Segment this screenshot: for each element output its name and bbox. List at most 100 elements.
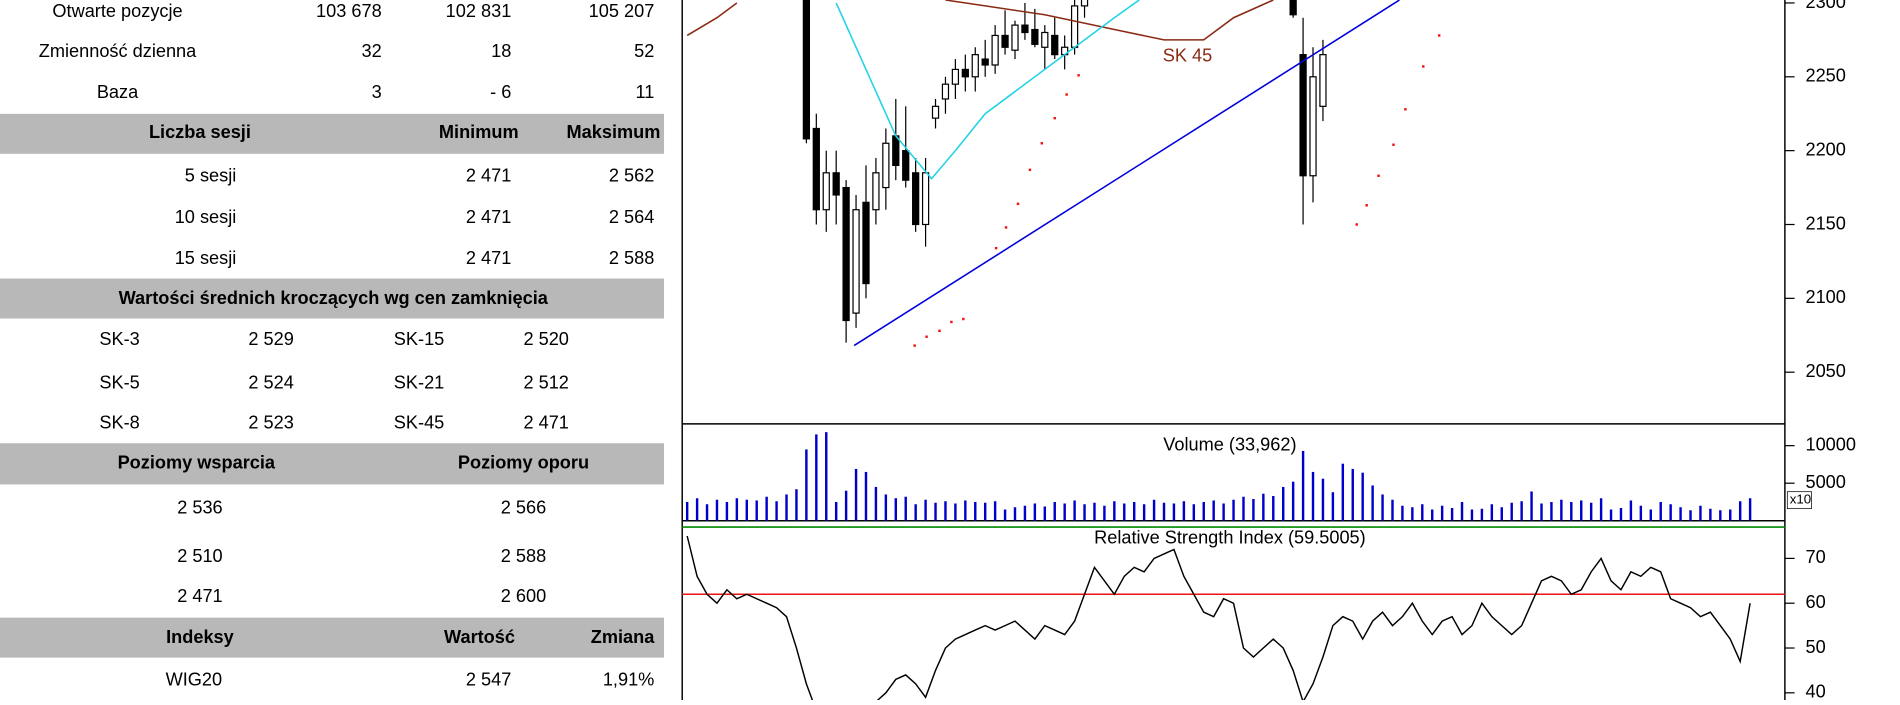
header: Minimum [439,122,519,142]
sar-dot [1355,223,1358,226]
volume-bar [894,498,898,521]
cell: 2 471 [523,413,568,433]
volume-bar [874,486,878,521]
cell: 2 471 [466,248,511,268]
volume-bar [1242,496,1245,521]
volume-bar [1222,503,1225,521]
cell: 103 678 [316,1,382,21]
multiplier-box [1786,491,1812,510]
volume-bar [1391,499,1394,521]
candle-body [872,172,880,211]
volume-bar [1341,463,1345,521]
y-tick-label: 2200 [1805,139,1845,159]
volume-bar [1639,505,1643,521]
cell: 2 510 [177,546,222,566]
volume-bar [735,498,739,521]
volume-bar [844,490,848,521]
volume-bar [1182,501,1186,521]
volume-bar [1351,468,1354,521]
candle-body [1031,28,1039,45]
volume-bar [775,501,778,521]
candle-body [931,105,940,119]
volume-bar [1530,491,1533,521]
header: Zmiana [591,627,655,647]
volume-bar [765,496,768,521]
cell: 32 [361,41,381,61]
cell: 2 512 [523,373,568,393]
sar-dot [950,320,953,324]
candle-body [1319,54,1327,107]
cell: 2 588 [609,248,654,268]
cell: SK-3 [99,329,139,349]
volume-bar [1738,501,1742,521]
volume-bar [1500,507,1503,521]
volume-bar [1053,501,1056,521]
volume-bar [1113,501,1116,521]
panel-title: Volume (33,962) [1163,434,1296,454]
volume-bar [1123,503,1126,521]
volume-bar [1649,509,1652,521]
candle-body [1021,24,1029,34]
cell: 52 [634,41,654,61]
volume-bar [1609,509,1613,521]
candle-body [862,201,870,285]
volume-bar [1311,471,1315,521]
row-label: Zmienność dzienna [39,41,197,61]
cell: 2 588 [501,546,546,566]
volume-bar [1619,507,1623,521]
volume-bar [1152,499,1156,521]
volume-bar [1689,510,1692,521]
volume-bar [1262,493,1265,521]
candle-body [1309,76,1317,177]
volume-bar [1282,486,1285,521]
cell: 2 524 [248,373,293,393]
candle-body [912,172,920,226]
volume-bar [1371,485,1374,521]
volume-bar [1063,503,1066,521]
candle-body [1041,31,1049,48]
volume-bar [1043,506,1047,521]
volume-bar [1083,504,1086,521]
y-tick-label: 60 [1805,592,1825,612]
volume-bar [1709,508,1712,521]
y-tick-label: 2050 [1805,361,1845,381]
volume-bar [1450,507,1454,521]
volume-bar [1321,478,1325,521]
volume-bar [745,499,748,521]
volume-bar [1202,501,1205,521]
header: Poziomy wsparcia [118,453,276,473]
sar-dot [1016,202,1020,206]
cell: 2 600 [501,586,546,606]
cell: 15 sesji [175,248,237,268]
candle-body [1289,0,1297,16]
volume-bar [934,502,937,521]
volume-bar [1589,502,1593,521]
volume-bar [785,494,788,521]
cell: 2 564 [609,207,654,227]
volume-bar [1421,504,1424,521]
volume-bar [725,501,729,521]
volume-bar [1272,495,1275,521]
band [0,278,665,319]
volume-bar [1142,504,1146,521]
volume-bar [795,489,798,521]
candle-body [842,186,850,322]
volume-bar [983,502,987,521]
row-label: Otwarte pozycje [52,1,182,21]
cell: SK-8 [99,413,139,433]
volume-bar [1460,501,1464,521]
candle-body [1051,34,1059,56]
candle-body [902,150,910,181]
volume-bar [1510,502,1513,521]
y-tick-label: 2250 [1805,66,1845,86]
cell: WIG20 [166,669,223,689]
volume-bar [1003,509,1007,521]
panel-title: Relative Strength Index (59.5005) [1094,528,1366,548]
volume-bar [1520,501,1523,521]
volume-bar [1291,481,1295,521]
volume-bar [1490,504,1494,521]
header: Wartości średnich kroczących wg cen zamk… [119,288,549,308]
volume-bar [1232,499,1235,521]
header: Indeksy [166,627,234,647]
volume-bar [993,501,997,521]
